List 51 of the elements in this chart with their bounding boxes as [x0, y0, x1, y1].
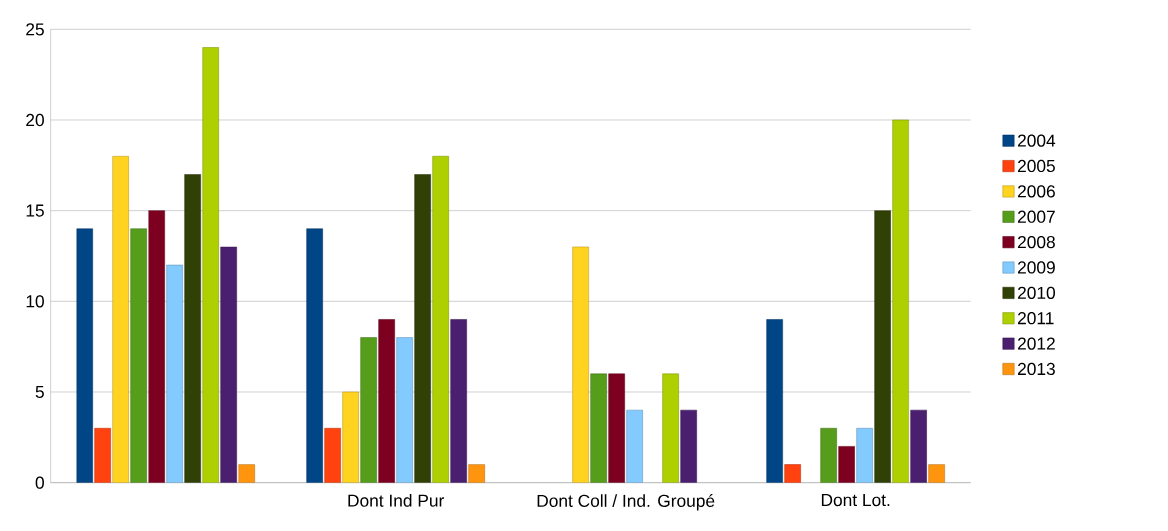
bar	[148, 210, 165, 483]
bar	[892, 119, 909, 483]
legend-label: 2007	[1017, 210, 1055, 224]
bar	[820, 428, 837, 483]
x-tick-label: Dont Coll / Ind. Groupé	[537, 494, 715, 511]
legend-label: 2011	[1017, 312, 1054, 325]
bar	[856, 428, 873, 483]
bar	[378, 319, 395, 483]
x-tick-label: Dont Ind Pur	[348, 494, 445, 507]
bar	[766, 319, 783, 483]
y-tick-label: 5	[35, 386, 44, 399]
bar	[184, 174, 201, 483]
legend-label: 2010	[1017, 286, 1055, 300]
y-tick-label: 10	[26, 295, 44, 308]
y-tick-label: 25	[26, 23, 44, 36]
bar	[432, 156, 449, 483]
bar	[450, 319, 467, 483]
bar	[626, 410, 643, 483]
y-tick-label: 15	[26, 204, 44, 217]
bar	[360, 337, 377, 483]
bar	[94, 428, 111, 483]
bar	[662, 373, 679, 483]
y-tick-label: 0	[35, 476, 44, 489]
bar	[166, 264, 183, 483]
legend-label: 2005	[1017, 160, 1055, 173]
legend-label: 2006	[1017, 185, 1055, 198]
legend-label: 2004	[1017, 134, 1056, 147]
bar	[220, 246, 237, 483]
bar	[396, 337, 413, 483]
bar	[680, 410, 697, 483]
bar	[76, 228, 93, 483]
bar	[784, 464, 801, 483]
bar	[202, 47, 219, 483]
bar	[572, 246, 589, 483]
bar	[608, 373, 625, 483]
bar	[342, 391, 359, 483]
y-tick-label: 20	[26, 114, 44, 127]
bar	[874, 210, 891, 483]
bar	[590, 373, 607, 483]
bar	[306, 228, 323, 483]
legend-label: 2008	[1017, 236, 1055, 249]
legend-label: 2009	[1017, 261, 1055, 274]
bar	[414, 174, 431, 483]
bar	[910, 410, 927, 483]
bar	[130, 228, 147, 483]
bar	[838, 446, 855, 483]
bar	[324, 428, 341, 483]
legend-label: 2013	[1017, 362, 1055, 376]
x-tick-label: Dont Lot.	[821, 494, 890, 507]
legend-label: 2012	[1017, 337, 1055, 350]
bar	[112, 156, 129, 483]
